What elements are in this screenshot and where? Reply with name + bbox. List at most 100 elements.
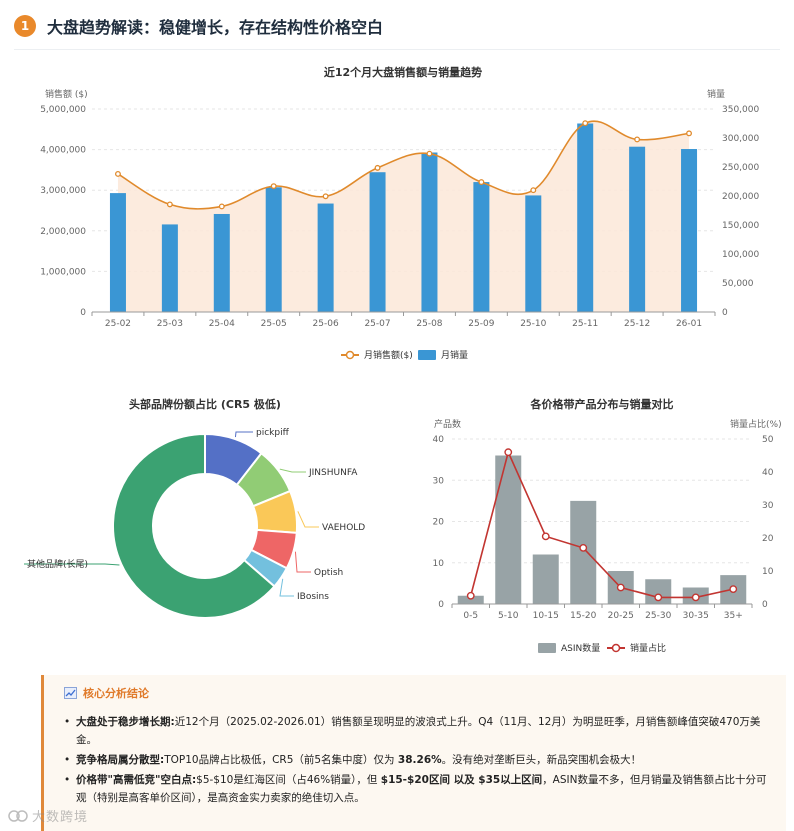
x-tick-label: 25-11 [572,319,598,329]
slice-leader-line [279,468,306,473]
right-tick-label: 300,000 [722,134,759,144]
legend-sales-amount-label: 月销售额($) [364,349,413,361]
x-tick-label: 25-10 [520,319,546,329]
trend-left-axis-label: 销售额 ($) [45,88,88,100]
slice-leader-line [297,511,319,528]
slice-leader-line [294,551,311,573]
right-tick-label: 100,000 [722,250,759,260]
watermark: 大数跨境 [8,806,88,825]
sales-point [426,150,433,157]
right-tick-label: 50,000 [722,279,754,289]
slice-label: JINSHUNFA [308,468,358,478]
x-tick-label: 15-20 [570,611,596,621]
x-tick-label: 25-05 [261,319,287,329]
volume-bar [577,123,594,312]
conclusion-item: 大盘处于稳步增长期:近12个月（2025.02-2026.01）销售额呈现明显的… [62,713,774,749]
sales-point [270,183,277,190]
legend-sales-share[interactable]: 销量占比 [607,642,666,654]
sales-point [530,187,537,194]
right-tick-label: 200,000 [722,192,759,202]
chart-trend-icon [64,687,77,699]
sales-share-point [579,543,588,552]
x-tick-label: 10-15 [533,611,559,621]
left-tick-label: 5,000,000 [40,105,86,115]
x-tick-label: 25-02 [105,319,131,329]
conclusion-item-heading: 竞争格局属分散型: [76,754,165,766]
volume-bar [681,149,698,312]
section-header: 1 大盘趋势解读：稳健增长，存在结构性价格空白 [14,14,383,38]
right-tick-label: 10 [762,567,774,577]
sales-point [634,136,641,143]
right-tick-label: 30 [762,501,774,511]
slice-leader-line [234,431,253,438]
price-band-chart: 各价格带产品分布与销量对比 产品数 销量占比(%) 0 10 20 30 40 0 10 20… [433,397,782,654]
legend-sales-share-label: 销量占比 [630,642,666,654]
conclusion-item-text: $5-$10是红海区间（占46%销量），但 [196,774,381,786]
slice-label: VAEHOLD [322,523,365,533]
slice-leader-line [279,578,294,597]
slice-label: IBosins [297,592,329,602]
volume-bar [161,224,178,312]
x-tick-label: 25-03 [157,319,183,329]
volume-bar [317,203,334,312]
left-tick-label: 4,000,000 [40,146,86,156]
asin-count-bar [457,595,484,604]
volume-bar [265,187,282,312]
sales-share-point [616,583,625,592]
x-tick-label: 30-35 [683,611,709,621]
left-tick-label: 3,000,000 [40,186,86,196]
x-tick-label: 25-06 [313,319,339,329]
legend-sales-volume[interactable]: 月销量 [418,349,468,361]
slice-leader-line [24,563,120,566]
left-tick-label: 0 [80,308,86,318]
right-tick-label: 0 [762,600,768,610]
brand-share-title: 头部品牌份额占比 (CR5 极低) [129,397,281,411]
legend-asin-count-label: ASIN数量 [561,642,600,654]
conclusion-item-heading: 价格带"高需低竞"空白点: [76,774,197,786]
sales-share-point [504,448,513,457]
x-tick-label: 25-08 [416,319,442,329]
x-tick-label: 20-25 [608,611,634,621]
right-tick-label: 250,000 [722,163,759,173]
asin-count-bar [532,554,559,604]
sales-share-point [729,585,738,594]
sales-point [115,171,121,177]
left-tick-label: 20 [433,518,445,528]
sales-point [478,179,485,186]
left-tick-label: 0 [438,600,444,610]
left-tick-label: 10 [433,559,445,569]
conclusion-item: 竞争格局属分散型:TOP10品牌占比极低，CR5（前5名集中度）仅为 38.26… [62,751,774,769]
legend-sales-volume-label: 月销量 [441,349,468,361]
left-tick-label: 2,000,000 [40,227,86,237]
volume-bar [629,146,646,312]
left-tick-label: 40 [433,435,445,445]
right-tick-label: 0 [722,308,728,318]
x-tick-label: 25-07 [364,319,390,329]
x-tick-label: 25-30 [645,611,671,621]
volume-bar [369,172,386,312]
trend-legend: 月销售额($) 月销量 [341,349,468,361]
sales-point [686,130,692,137]
left-tick-label: 30 [433,476,445,486]
conclusion-panel: 核心分析结论 大盘处于稳步增长期:近12个月（2025.02-2026.01）销… [41,675,786,831]
sales-share-point [691,593,700,602]
price-band-right-axis-label: 销量占比(%) [730,418,782,430]
volume-bar [525,195,542,312]
right-tick-label: 150,000 [722,221,759,231]
conclusion-item: 价格带"高需低竞"空白点:$5-$10是红海区间（占46%销量），但 $15-$… [62,771,774,807]
x-tick-label: 0-5 [463,611,478,621]
conclusion-item-text: 近12个月（2025.02-2026.01）销售额呈现明显的波浪式上升。Q4（1… [76,716,761,746]
asin-count-bar [495,455,522,604]
trend-right-axis-label: 销量 [707,88,725,100]
asin-count-bar [570,500,597,604]
brand-share-chart: 头部品牌份额占比 (CR5 极低) pickpiff JINSHUNFA VAEHO… [24,397,365,619]
legend-sales-amount[interactable]: 月销售额($) [341,349,413,361]
conclusion-header: 核心分析结论 [64,685,149,701]
right-tick-label: 20 [762,534,774,544]
left-tick-label: 1,000,000 [40,267,86,277]
legend-asin-count[interactable]: ASIN数量 [538,642,600,654]
x-tick-label: 25-04 [209,319,235,329]
right-tick-label: 350,000 [722,105,759,115]
watermark-text: 大数跨境 [32,810,89,825]
volume-bar [213,213,230,312]
